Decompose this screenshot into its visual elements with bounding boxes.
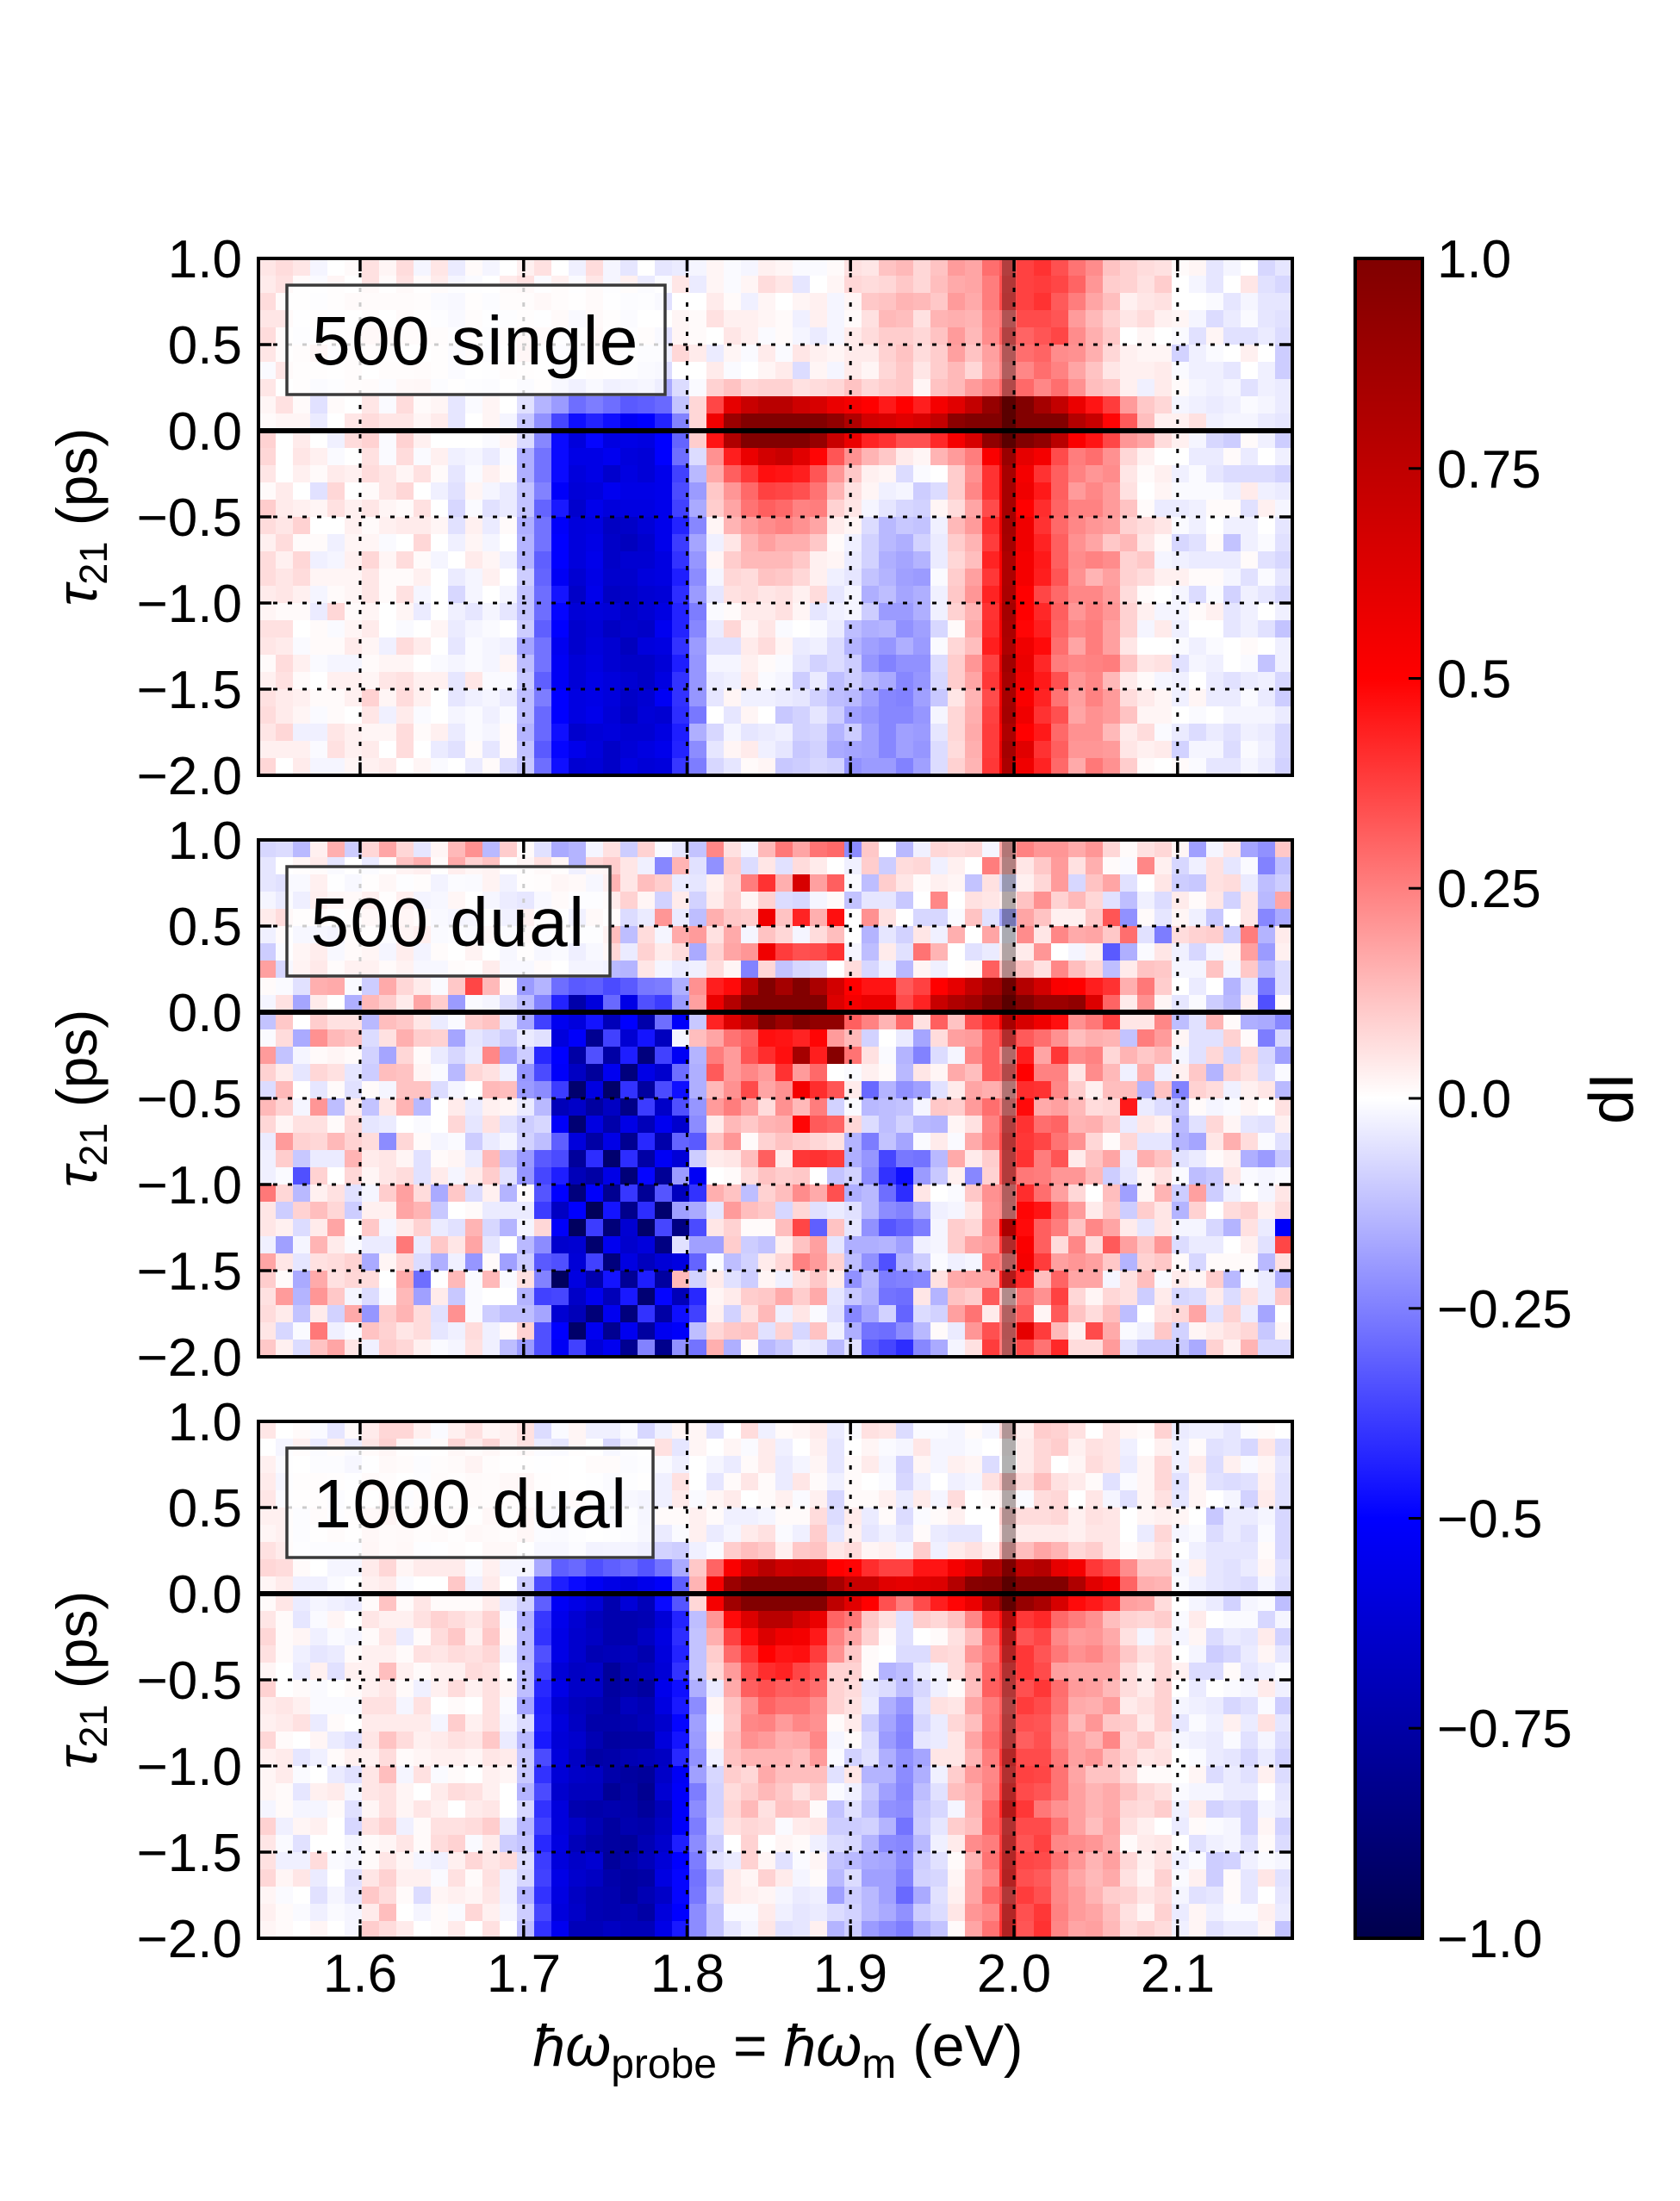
svg-text:−2.0: −2.0: [137, 1328, 242, 1388]
svg-text:−1.0: −1.0: [137, 1156, 242, 1216]
svg-text:−0.5: −0.5: [137, 488, 242, 548]
svg-text:1.0: 1.0: [168, 811, 242, 871]
svg-text:0.0: 0.0: [168, 984, 242, 1043]
svg-text:−0.5: −0.5: [137, 1070, 242, 1129]
svg-text:500 single: 500 single: [312, 302, 639, 379]
svg-text:0.0: 0.0: [168, 402, 242, 462]
svg-text:−1.0: −1.0: [137, 575, 242, 634]
svg-text:0.5: 0.5: [168, 316, 242, 376]
svg-text:500 dual: 500 dual: [311, 884, 586, 961]
svg-text:−2.0: −2.0: [137, 747, 242, 806]
svg-text:−1.5: −1.5: [137, 661, 242, 720]
svg-text:0.5: 0.5: [168, 898, 242, 957]
svg-text:−1.5: −1.5: [137, 1242, 242, 1302]
svg-text:1.0: 1.0: [168, 230, 242, 289]
